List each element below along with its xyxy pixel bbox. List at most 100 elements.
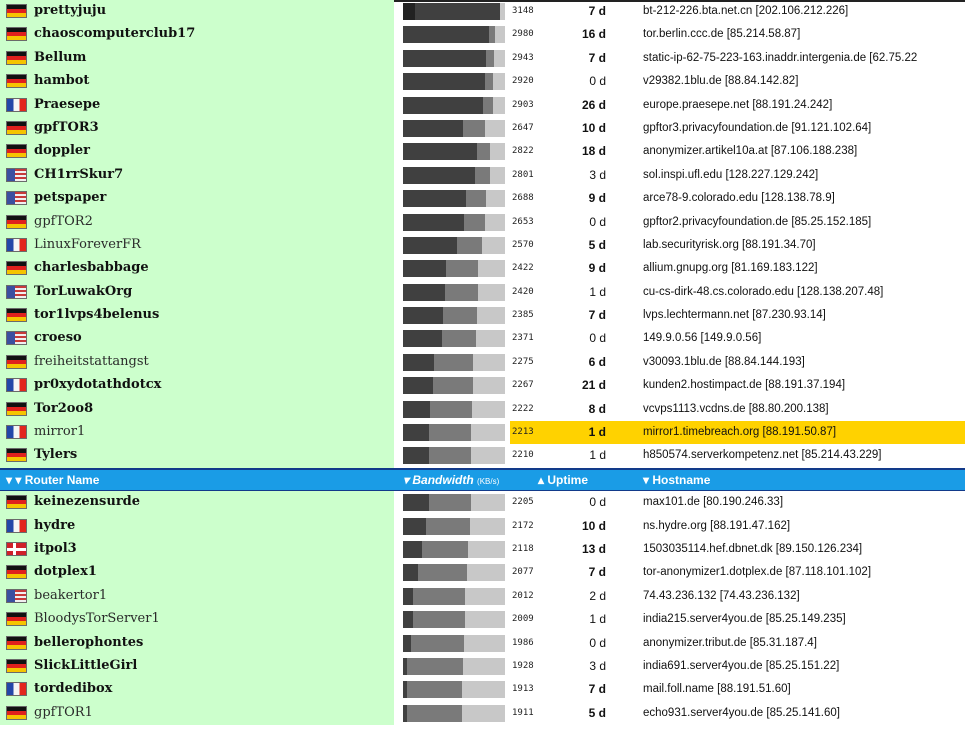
router-name-link[interactable]: pr0xydotathdotcx [34,377,162,393]
router-name-cell [0,654,394,679]
router-name-link[interactable]: beakertor1 [34,587,108,603]
hostname-value: anonymizer.artikel10a.at [87.106.188.238… [643,145,858,158]
router-row[interactable]: gpfTOR1 1911 5 d echo931.server4you.de [85.… [0,701,965,726]
router-row[interactable]: beakertor1 2012 2 d 74.43.236.132 [74.43.23… [0,584,965,609]
router-row[interactable]: pr0xydotathdotcx 2267 21 d kunden2.hostimpa… [0,374,965,398]
flag-fr-icon [6,237,27,252]
router-row[interactable]: Praesepe 2903 26 d europe.praesepe.net [88.… [0,93,965,117]
router-name-link[interactable]: freiheitstattangst [34,353,149,369]
hostname-value: sol.inspi.ufl.edu [128.227.129.242] [643,168,819,181]
router-row[interactable]: prettyjuju 3148 7 d bt-212-226.bta.net.cn [… [0,0,965,24]
router-name-link[interactable]: croeso [34,330,82,346]
router-name-link[interactable]: LinuxForeverFR [34,236,141,252]
sort-bandwidth-header[interactable]: ▾ Bandwidth (KB/s) [403,473,499,487]
router-name-link[interactable]: charlesbabbage [34,260,149,276]
router-name-link[interactable]: mirror1 [34,424,86,440]
uptime-value: 3 d [589,658,606,673]
router-row[interactable]: Tylers 2210 1 d h850574.serverkompetenz.net… [0,444,965,468]
router-row[interactable]: charlesbabbage 2422 9 d allium.gnupg.org [8… [0,257,965,281]
router-name-link[interactable]: dotplex1 [34,564,97,580]
sort-router-name-header[interactable]: ▾ ▾ Router Name [6,472,100,487]
router-name-link[interactable]: BloodysTorServer1 [34,611,160,627]
bandwidth-value: 2903 [512,99,534,110]
uptime-value: 16 d [581,27,606,42]
router-row[interactable]: itpol3 2118 13 d 1503035114.hef.dbnet.dk [8… [0,537,965,562]
router-row[interactable]: dotplex1 2077 7 d tor-anonymizer1.dotplex.d… [0,561,965,585]
bandwidth-bar-used [403,517,426,535]
router-name-link[interactable]: TorLuwakOrg [34,283,133,299]
router-row[interactable]: SlickLittleGirl 1928 3 d india691.server4yo… [0,654,965,679]
uptime-value: 13 d [581,541,606,556]
router-name-link[interactable]: SlickLittleGirl [34,657,138,673]
uptime-value: 7 d [588,565,606,580]
bandwidth-value: 2210 [512,450,534,461]
router-name-link[interactable]: hambot [34,73,90,89]
sort-hostname-header[interactable]: ▾ Hostname [643,472,711,487]
router-name-link[interactable]: prettyjuju [34,3,107,18]
bandwidth-bar [403,564,505,582]
router-row[interactable]: freiheitstattangst 2275 6 d v30093.1blu.de … [0,350,965,375]
router-name-link[interactable]: Praesepe [34,96,101,112]
router-name-link[interactable]: Tylers [34,447,78,463]
bandwidth-header-label: ▾ Bandwidth [403,472,474,487]
bandwidth-bar [403,236,505,254]
sort-uptime-header[interactable]: ▴ Uptime [538,472,589,487]
router-row[interactable]: LinuxForeverFR 2570 5 d lab.securityrisk.or… [0,233,965,258]
router-row[interactable]: tor1lvps4belenus 2385 7 d lvps.lechtermann.… [0,304,965,328]
bandwidth-bar [403,307,505,325]
hostname-value: vcvps1113.vcdns.de [88.80.200.138] [643,402,829,415]
bandwidth-bar-observed [403,587,466,605]
router-name-link[interactable]: gpfTOR2 [34,213,93,229]
bandwidth-bar-used [403,260,446,278]
router-row[interactable]: TorLuwakOrg 2420 1 d cu-cs-dirk-48.cs.color… [0,280,965,305]
router-name-link[interactable]: chaoscomputerclub17 [34,26,196,42]
router-row[interactable]: Tor2oo8 2222 8 d vcvps1113.vcdns.de [88.80.… [0,397,965,422]
flag-us-icon [6,191,27,206]
router-name-cell [0,210,394,234]
flag-de-icon [6,565,27,580]
router-row[interactable]: croeso 2371 0 d 149.9.0.56 [149.9.0.56] [0,327,965,351]
bandwidth-bar-used [403,400,430,418]
router-name-link[interactable]: tordedibox [34,681,113,697]
router-row[interactable]: tordedibox 1913 7 d mail.foll.name [88.191.… [0,678,965,702]
bandwidth-bar-observed [403,634,465,652]
column-header-row: ▾ ▾ Router Name ▾ Bandwidth (KB/s) ▴ Upt… [0,467,965,492]
router-name-link[interactable]: gpfTOR1 [34,704,93,720]
bandwidth-value: 2213 [512,427,534,438]
router-row[interactable]: petspaper 2688 9 d arce78-9.colorado.edu [1… [0,187,965,211]
uptime-value: 6 d [588,354,606,369]
bandwidth-bar-observed [403,564,468,582]
hostname-value: 74.43.236.132 [74.43.236.132] [643,589,800,602]
bandwidth-bar [403,190,505,208]
router-row[interactable]: mirror1 2213 1 d mirror1.timebreach.org [88… [0,421,965,445]
router-name-link[interactable]: CH1rrSkur7 [34,166,124,182]
router-name-link[interactable]: itpol3 [34,540,77,556]
bandwidth-value: 1928 [512,660,534,671]
router-row[interactable]: hydre 2172 10 d ns.hydre.org [88.191.47.162… [0,514,965,538]
router-name-link[interactable]: bellerophontes [34,634,144,650]
router-row[interactable]: gpfTOR3 2647 10 d gpftor3.privacyfoundation… [0,116,965,141]
uptime-value: 10 d [581,120,606,135]
hostname-value: tor-anonymizer1.dotplex.de [87.118.101.1… [643,566,872,579]
router-row[interactable]: bellerophontes 1986 0 d anonymizer.tribut.d… [0,631,965,655]
router-row[interactable]: hambot 2920 0 d v29382.1blu.de [88.84.142.8… [0,70,965,94]
router-row[interactable]: BloodysTorServer1 2009 1 d india215.server4… [0,608,965,632]
router-row[interactable]: CH1rrSkur7 2801 3 d sol.inspi.ufl.edu [128.… [0,163,965,188]
router-name-link[interactable]: keinezensurde [34,494,141,510]
router-row[interactable]: Bellum 2943 7 d static-ip-62-75-223-163.ina… [0,46,965,71]
router-row[interactable]: doppler 2822 18 d anonymizer.artikel10a.at … [0,140,965,164]
router-name-link[interactable]: gpfTOR3 [34,119,99,135]
router-name-link[interactable]: Bellum [34,49,87,65]
router-row[interactable]: gpfTOR2 2653 0 d gpftor2.privacyfoundation.… [0,210,965,234]
router-name-link[interactable]: Tor2oo8 [34,400,94,416]
router-name-link[interactable]: tor1lvps4belenus [34,307,160,323]
bandwidth-value: 2267 [512,380,534,391]
router-name-link[interactable]: petspaper [34,190,107,206]
router-name-cell [0,70,394,94]
router-name-link[interactable]: hydre [34,517,76,533]
uptime-value: 3 d [589,167,606,182]
bandwidth-bar-used [403,236,458,254]
router-row[interactable]: keinezensurde 2205 0 d max101.de [80.190.24… [0,491,965,515]
router-row[interactable]: chaoscomputerclub17 2980 16 d tor.berlin.cc… [0,23,965,47]
router-name-link[interactable]: doppler [34,143,90,159]
